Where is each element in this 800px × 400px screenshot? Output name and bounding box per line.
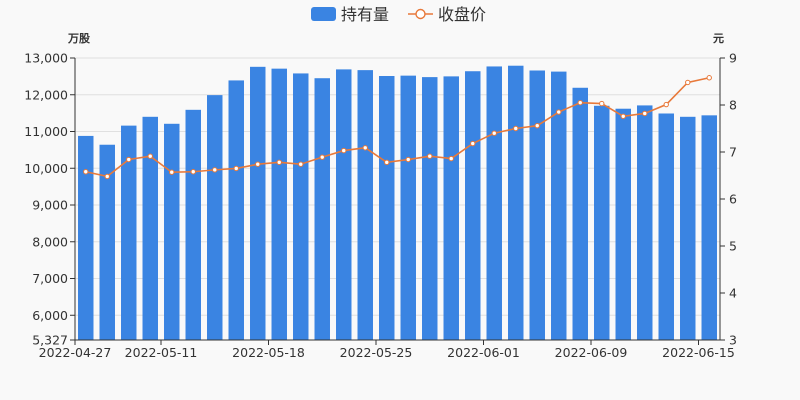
grid-lines	[75, 57, 720, 341]
axes: 5,327 6,000 7,000 8,000 9,000 10,000 11,000 12,…	[24, 32, 737, 360]
price-point	[147, 153, 153, 159]
right-axis-tick-label: 5	[729, 239, 737, 254]
bar	[228, 80, 244, 340]
right-axis-tick-label: 9	[729, 51, 737, 66]
price-point	[190, 169, 196, 175]
price-point	[706, 75, 712, 81]
x-axis-tick-label: 2022-05-18	[232, 345, 305, 360]
legend-label-holding[interactable]: 持有量	[341, 5, 389, 24]
bar	[293, 73, 309, 340]
price-point	[405, 156, 411, 163]
bar	[400, 75, 416, 340]
bar	[99, 144, 115, 340]
bar	[486, 66, 502, 341]
left-axis-tick-label: 12,000	[24, 87, 68, 102]
bar	[314, 78, 330, 340]
price-point	[470, 140, 476, 147]
price-point	[362, 145, 368, 151]
price-point	[298, 161, 304, 167]
x-axis-tick-label: 2022-06-01	[447, 345, 520, 360]
bar	[508, 65, 524, 341]
price-point	[384, 159, 390, 166]
bar-series	[78, 65, 717, 341]
price-point	[534, 122, 540, 129]
bar	[594, 105, 610, 340]
price-line	[85, 76, 710, 178]
price-point	[169, 169, 175, 175]
right-axis-tick-label: 4	[729, 286, 737, 301]
bar	[185, 109, 201, 340]
legend-label-close-price[interactable]: 收盘价	[438, 5, 486, 24]
x-axis-tick-label: 2022-06-09	[555, 345, 628, 360]
price-point	[577, 99, 583, 106]
price-point	[513, 125, 519, 132]
left-axis-tick-label: 8,000	[32, 234, 68, 249]
price-point	[556, 109, 562, 115]
bar	[572, 87, 588, 340]
left-axis-tick-label: 5,327	[32, 333, 68, 348]
left-axis-tick-label: 13,000	[24, 51, 68, 66]
right-axis-tick-label: 7	[729, 145, 737, 160]
price-point	[212, 167, 218, 173]
bar	[637, 105, 653, 340]
bar	[658, 113, 674, 340]
price-point	[276, 159, 282, 166]
bar	[701, 115, 717, 341]
price-point	[685, 79, 691, 86]
price-point	[83, 169, 89, 175]
legend-line-marker[interactable]	[415, 8, 426, 20]
bar	[271, 68, 287, 341]
bar	[164, 123, 180, 340]
bar	[422, 77, 438, 340]
bar	[207, 95, 223, 340]
bar	[551, 71, 567, 341]
price-point	[233, 165, 239, 172]
left-axis-tick-label: 9,000	[32, 198, 68, 213]
x-axis-tick-label: 2022-05-11	[125, 345, 198, 360]
x-axis-tick-label: 2022-05-25	[340, 345, 413, 360]
bar	[379, 76, 395, 340]
left-axis-tick-label: 10,000	[24, 161, 68, 176]
bar	[529, 70, 545, 341]
legend-bar-swatch[interactable]	[311, 7, 336, 21]
bar	[250, 66, 266, 340]
left-axis-tick-label: 7,000	[32, 271, 68, 286]
right-axis-tick-label: 8	[729, 98, 737, 113]
bar	[336, 69, 352, 341]
legend[interactable]: 持有量 收盘价	[311, 5, 486, 24]
price-point	[620, 113, 626, 119]
price-point	[427, 153, 433, 159]
price-point	[491, 130, 497, 136]
price-point	[599, 100, 605, 107]
x-axis-tick-label: 2022-06-15	[662, 345, 735, 360]
price-point	[642, 110, 648, 117]
right-axis-unit: 元	[713, 32, 724, 45]
bar	[78, 135, 94, 340]
price-point	[104, 173, 110, 180]
price-point	[341, 147, 347, 154]
price-point	[319, 154, 325, 160]
price-point	[126, 156, 132, 163]
bar	[443, 76, 459, 340]
right-axis-tick-label: 6	[729, 192, 737, 207]
price-point	[663, 101, 669, 108]
bar	[121, 125, 137, 340]
bar	[680, 116, 696, 341]
line-series	[83, 75, 712, 180]
bar	[465, 71, 481, 341]
right-axis-tick-label: 3	[729, 333, 737, 348]
x-axis-tick-label: 2022-04-27	[39, 345, 112, 360]
bar	[357, 70, 373, 341]
bar	[142, 116, 158, 341]
price-point	[255, 161, 261, 167]
bar	[615, 108, 631, 340]
left-axis-unit: 万股	[67, 32, 91, 45]
left-axis-tick-label: 6,000	[32, 308, 68, 323]
left-axis-tick-label: 11,000	[24, 124, 68, 139]
price-point	[448, 155, 454, 162]
